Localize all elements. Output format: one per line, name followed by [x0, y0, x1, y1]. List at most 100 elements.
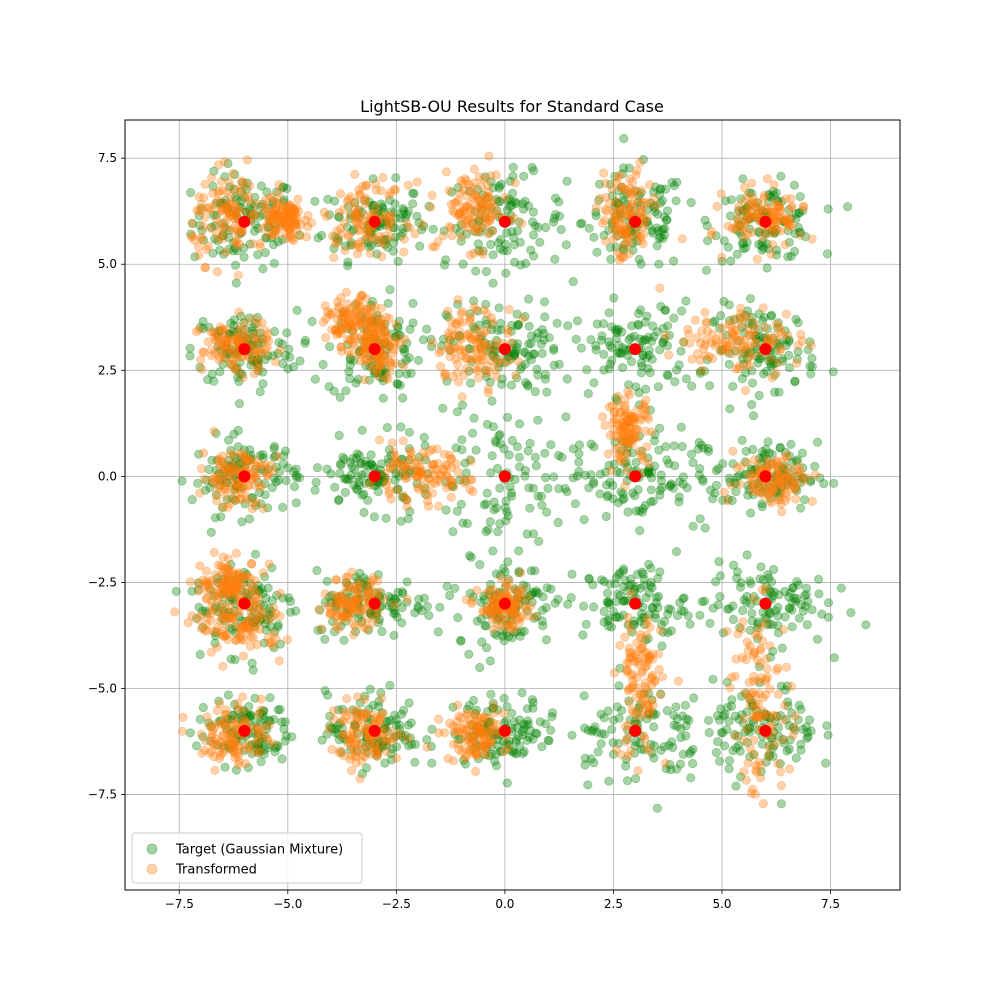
- data-point: [774, 359, 782, 367]
- data-point: [227, 211, 235, 219]
- data-point: [684, 325, 692, 333]
- data-point: [602, 237, 610, 245]
- data-point: [210, 427, 218, 435]
- data-point: [501, 193, 509, 201]
- data-point: [222, 579, 230, 587]
- data-point: [336, 393, 344, 401]
- data-point: [232, 279, 240, 287]
- data-point: [466, 379, 474, 387]
- data-point: [219, 351, 227, 359]
- data-point: [799, 202, 807, 210]
- data-point: [232, 549, 240, 557]
- data-point: [469, 487, 477, 495]
- data-point: [336, 190, 344, 198]
- data-point: [321, 635, 329, 643]
- data-point: [422, 325, 430, 333]
- data-point: [616, 171, 624, 179]
- data-point: [698, 475, 706, 483]
- data-point: [294, 195, 302, 203]
- data-point: [847, 608, 855, 616]
- data-point: [397, 517, 405, 525]
- data-point: [663, 207, 671, 215]
- data-point: [267, 461, 275, 469]
- data-point: [423, 735, 431, 743]
- data-point: [496, 245, 504, 253]
- data-point: [732, 574, 740, 582]
- data-point: [608, 185, 616, 193]
- data-point: [534, 492, 542, 500]
- data-point: [278, 503, 286, 511]
- data-point: [820, 479, 828, 487]
- data-point: [603, 589, 611, 597]
- data-point: [585, 484, 593, 492]
- data-point: [561, 484, 569, 492]
- data-point: [743, 459, 751, 467]
- data-point: [621, 227, 629, 235]
- data-point: [538, 743, 546, 751]
- data-point: [676, 760, 684, 768]
- data-point: [213, 268, 221, 276]
- data-point: [579, 631, 587, 639]
- data-point: [208, 576, 216, 584]
- data-point: [187, 233, 195, 241]
- data-point: [380, 595, 388, 603]
- data-point: [245, 515, 253, 523]
- data-point: [445, 591, 453, 599]
- data-point: [349, 620, 357, 628]
- data-point: [521, 603, 529, 611]
- data-point: [758, 502, 766, 510]
- data-point: [783, 493, 791, 501]
- data-point: [251, 586, 259, 594]
- data-point: [492, 373, 500, 381]
- data-point: [383, 423, 391, 431]
- data-point: [389, 448, 397, 456]
- data-point: [567, 593, 575, 601]
- data-point: [785, 593, 793, 601]
- data-point: [278, 755, 286, 763]
- data-point: [658, 642, 666, 650]
- data-point: [427, 480, 435, 488]
- data-point: [469, 696, 477, 704]
- data-point: [511, 179, 519, 187]
- data-point: [362, 295, 370, 303]
- data-point: [459, 475, 467, 483]
- data-point: [766, 355, 774, 363]
- data-point: [550, 346, 558, 354]
- data-point: [702, 266, 710, 274]
- data-point: [659, 235, 667, 243]
- data-point: [439, 232, 447, 240]
- data-point: [555, 360, 563, 368]
- data-point: [239, 652, 247, 660]
- data-point: [467, 457, 475, 465]
- data-point: [600, 577, 608, 585]
- data-point: [218, 326, 226, 334]
- data-point: [265, 616, 273, 624]
- data-point: [483, 489, 491, 497]
- data-point: [323, 577, 331, 585]
- data-point: [787, 440, 795, 448]
- data-point: [249, 666, 257, 674]
- data-point: [515, 420, 523, 428]
- data-point: [757, 563, 765, 571]
- data-point: [557, 225, 565, 233]
- data-point: [472, 325, 480, 333]
- data-point: [696, 515, 704, 523]
- data-point: [815, 590, 823, 598]
- data-point: [214, 161, 222, 169]
- data-point: [770, 181, 778, 189]
- data-point: [622, 762, 630, 770]
- data-point: [634, 767, 642, 775]
- data-point: [186, 352, 194, 360]
- data-point: [620, 134, 628, 142]
- data-point: [547, 585, 555, 593]
- data-point: [792, 359, 800, 367]
- data-point: [730, 315, 738, 323]
- data-point: [541, 313, 549, 321]
- data-point: [440, 261, 448, 269]
- data-point: [518, 219, 526, 227]
- data-point: [655, 446, 663, 454]
- data-point: [506, 625, 514, 633]
- data-point: [600, 169, 608, 177]
- data-point: [610, 294, 618, 302]
- data-point: [728, 224, 736, 232]
